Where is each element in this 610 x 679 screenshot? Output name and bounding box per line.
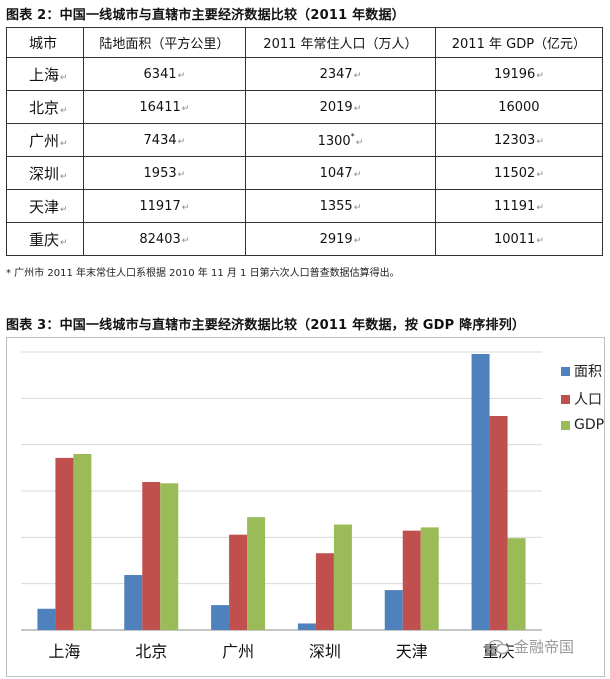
table-row: 北京↵ 16411↵ 2019↵ 16000 — [6, 90, 604, 124]
cell-population: 2347↵ — [245, 57, 436, 91]
x-tick-label: 深圳 — [309, 642, 341, 661]
bar-area-0 — [37, 608, 56, 630]
cell-gdp: 11502↵ — [434, 156, 604, 190]
cell-gdp: 10011↵ — [434, 222, 604, 256]
table-row: 深圳↵ 1953↵ 1047↵ 11502↵ — [6, 156, 604, 190]
legend-swatch-population — [561, 394, 570, 404]
bar-population-5 — [489, 416, 508, 630]
cell-area: 1953↵ — [82, 156, 247, 190]
bar-population-3 — [315, 553, 334, 630]
cell-population: 2019↵ — [245, 90, 436, 124]
cell-city: 深圳↵ — [6, 156, 84, 190]
cell-population: 1355↵ — [245, 189, 436, 223]
bar-gdp-0 — [73, 454, 92, 630]
bar-area-1 — [124, 575, 143, 630]
legend-swatch-gdp — [561, 420, 570, 430]
table-header-row: 城市 陆地面积（平方公里） 2011 年常住人口（万人） 2011 年 GDP（… — [6, 27, 604, 58]
table-row: 广州↵ 7434↵ 1300*↵ 12303↵ — [6, 123, 604, 157]
cell-population: 1047↵ — [245, 156, 436, 190]
cell-city: 重庆↵ — [6, 222, 84, 256]
cell-city: 广州↵ — [6, 123, 84, 157]
cell-gdp: 11191↵ — [434, 189, 604, 223]
cell-population: 2919↵ — [245, 222, 436, 256]
chart-caption: 图表 3：中国一线城市与直辖市主要经济数据比较（2011 年数据，按 GDP 降… — [6, 318, 526, 333]
x-tick-label: 上海 — [48, 642, 80, 661]
legend-item-population: 人口 — [561, 389, 602, 409]
legend-label-population: 人口 — [574, 392, 602, 408]
wechat-icon — [488, 639, 510, 654]
bar-gdp-3 — [333, 524, 352, 630]
cell-gdp: 16000 — [434, 90, 604, 124]
cell-gdp: 19196↵ — [434, 57, 604, 91]
cell-population: 1300*↵ — [245, 123, 436, 157]
legend-swatch-area — [561, 366, 570, 376]
legend-item-gdp: GDP — [561, 417, 604, 433]
bar-population-1 — [142, 481, 161, 630]
legend-label-area: 面积 — [574, 364, 602, 380]
bar-population-2 — [229, 534, 248, 630]
watermark: 金融帝国 — [488, 636, 574, 657]
bar-chart-canvas: 上海北京广州深圳天津重庆 — [21, 351, 542, 661]
footnote-marker: * — [350, 131, 355, 141]
col-header-gdp: 2011 年 GDP（亿元） — [434, 27, 604, 58]
bar-gdp-1 — [160, 483, 179, 630]
table-caption: 图表 2：中国一线城市与直辖市主要经济数据比较（2011 年数据） — [6, 8, 405, 23]
cell-area: 16411↵ — [82, 90, 247, 124]
cell-area: 7434↵ — [82, 123, 247, 157]
cell-area: 82403↵ — [82, 222, 247, 256]
col-header-population: 2011 年常住人口（万人） — [245, 27, 436, 58]
cell-city: 北京↵ — [6, 90, 84, 124]
bar-area-5 — [471, 354, 490, 630]
cell-area: 11917↵ — [82, 189, 247, 223]
x-tick-label: 天津 — [396, 642, 428, 661]
bar-population-4 — [402, 530, 421, 630]
cell-gdp: 12303↵ — [434, 123, 604, 157]
table-row: 天津↵ 11917↵ 1355↵ 11191↵ — [6, 189, 604, 223]
cell-area: 6341↵ — [82, 57, 247, 91]
bar-gdp-2 — [247, 517, 266, 630]
bar-area-2 — [211, 605, 230, 630]
bar-area-3 — [297, 623, 316, 630]
watermark-text: 金融帝国 — [514, 638, 575, 656]
x-tick-label: 北京 — [135, 642, 167, 661]
bar-population-0 — [55, 457, 74, 630]
cell-city: 天津↵ — [6, 189, 84, 223]
cell-city: 上海↵ — [6, 57, 84, 91]
legend-label-gdp: GDP — [574, 417, 605, 433]
bar-gdp-5 — [507, 538, 526, 630]
city-data-table: 城市 陆地面积（平方公里） 2011 年常住人口（万人） 2011 年 GDP（… — [6, 27, 604, 256]
bar-gdp-4 — [420, 527, 439, 630]
table-row: 上海↵ 6341↵ 2347↵ 19196↵ — [6, 57, 604, 91]
legend-item-area: 面积 — [561, 361, 602, 381]
table-row: 重庆↵ 82403↵ 2919↵ 10011↵ — [6, 222, 604, 256]
bar-chart: 上海北京广州深圳天津重庆 面积 人口 GDP — [6, 337, 605, 677]
col-header-city: 城市 — [6, 27, 84, 58]
col-header-area: 陆地面积（平方公里） — [82, 27, 247, 58]
x-tick-label: 广州 — [222, 642, 254, 661]
bar-area-4 — [384, 590, 403, 630]
table-footnote: * 广州市 2011 年末常住人口系根据 2010 年 11 月 1 日第六次人… — [6, 268, 400, 279]
